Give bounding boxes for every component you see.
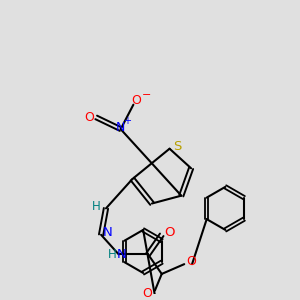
Text: O: O bbox=[164, 226, 175, 239]
Text: +: + bbox=[124, 116, 131, 126]
Text: N: N bbox=[103, 226, 113, 239]
Text: H: H bbox=[107, 248, 116, 261]
Text: O: O bbox=[142, 287, 152, 300]
Text: S: S bbox=[173, 140, 182, 153]
Text: H: H bbox=[92, 200, 100, 213]
Text: −: − bbox=[141, 90, 151, 100]
Text: O: O bbox=[84, 111, 94, 124]
Text: N: N bbox=[116, 121, 125, 134]
Text: O: O bbox=[131, 94, 141, 107]
Text: O: O bbox=[186, 255, 196, 268]
Text: N: N bbox=[117, 248, 127, 261]
